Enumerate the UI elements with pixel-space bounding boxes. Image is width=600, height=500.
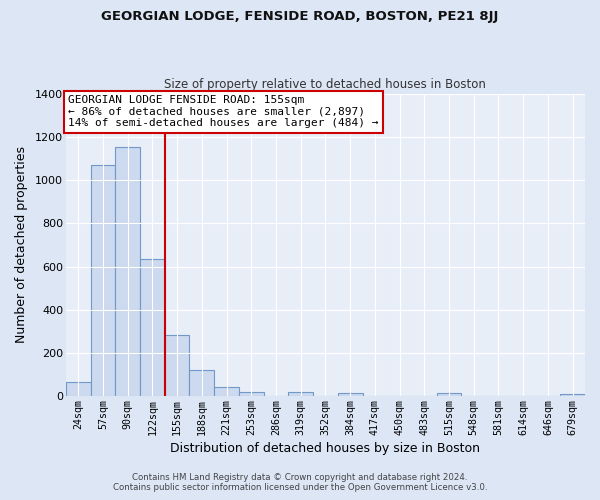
Text: GEORGIAN LODGE, FENSIDE ROAD, BOSTON, PE21 8JJ: GEORGIAN LODGE, FENSIDE ROAD, BOSTON, PE… (101, 10, 499, 23)
Bar (214, 386, 239, 396)
Bar (338, 393, 362, 396)
Title: Size of property relative to detached houses in Boston: Size of property relative to detached ho… (164, 78, 487, 91)
Bar (140, 259, 165, 396)
Bar (560, 394, 585, 396)
Bar (165, 334, 190, 396)
Y-axis label: Number of detached properties: Number of detached properties (15, 146, 28, 344)
Bar (91, 165, 115, 396)
Bar (437, 393, 461, 396)
Bar (66, 382, 91, 396)
X-axis label: Distribution of detached houses by size in Boston: Distribution of detached houses by size … (170, 442, 481, 455)
Text: Contains HM Land Registry data © Crown copyright and database right 2024.
Contai: Contains HM Land Registry data © Crown c… (113, 473, 487, 492)
Bar (239, 392, 263, 396)
Text: GEORGIAN LODGE FENSIDE ROAD: 155sqm
← 86% of detached houses are smaller (2,897): GEORGIAN LODGE FENSIDE ROAD: 155sqm ← 86… (68, 95, 379, 128)
Bar (115, 146, 140, 396)
Bar (190, 370, 214, 396)
Bar (289, 392, 313, 396)
